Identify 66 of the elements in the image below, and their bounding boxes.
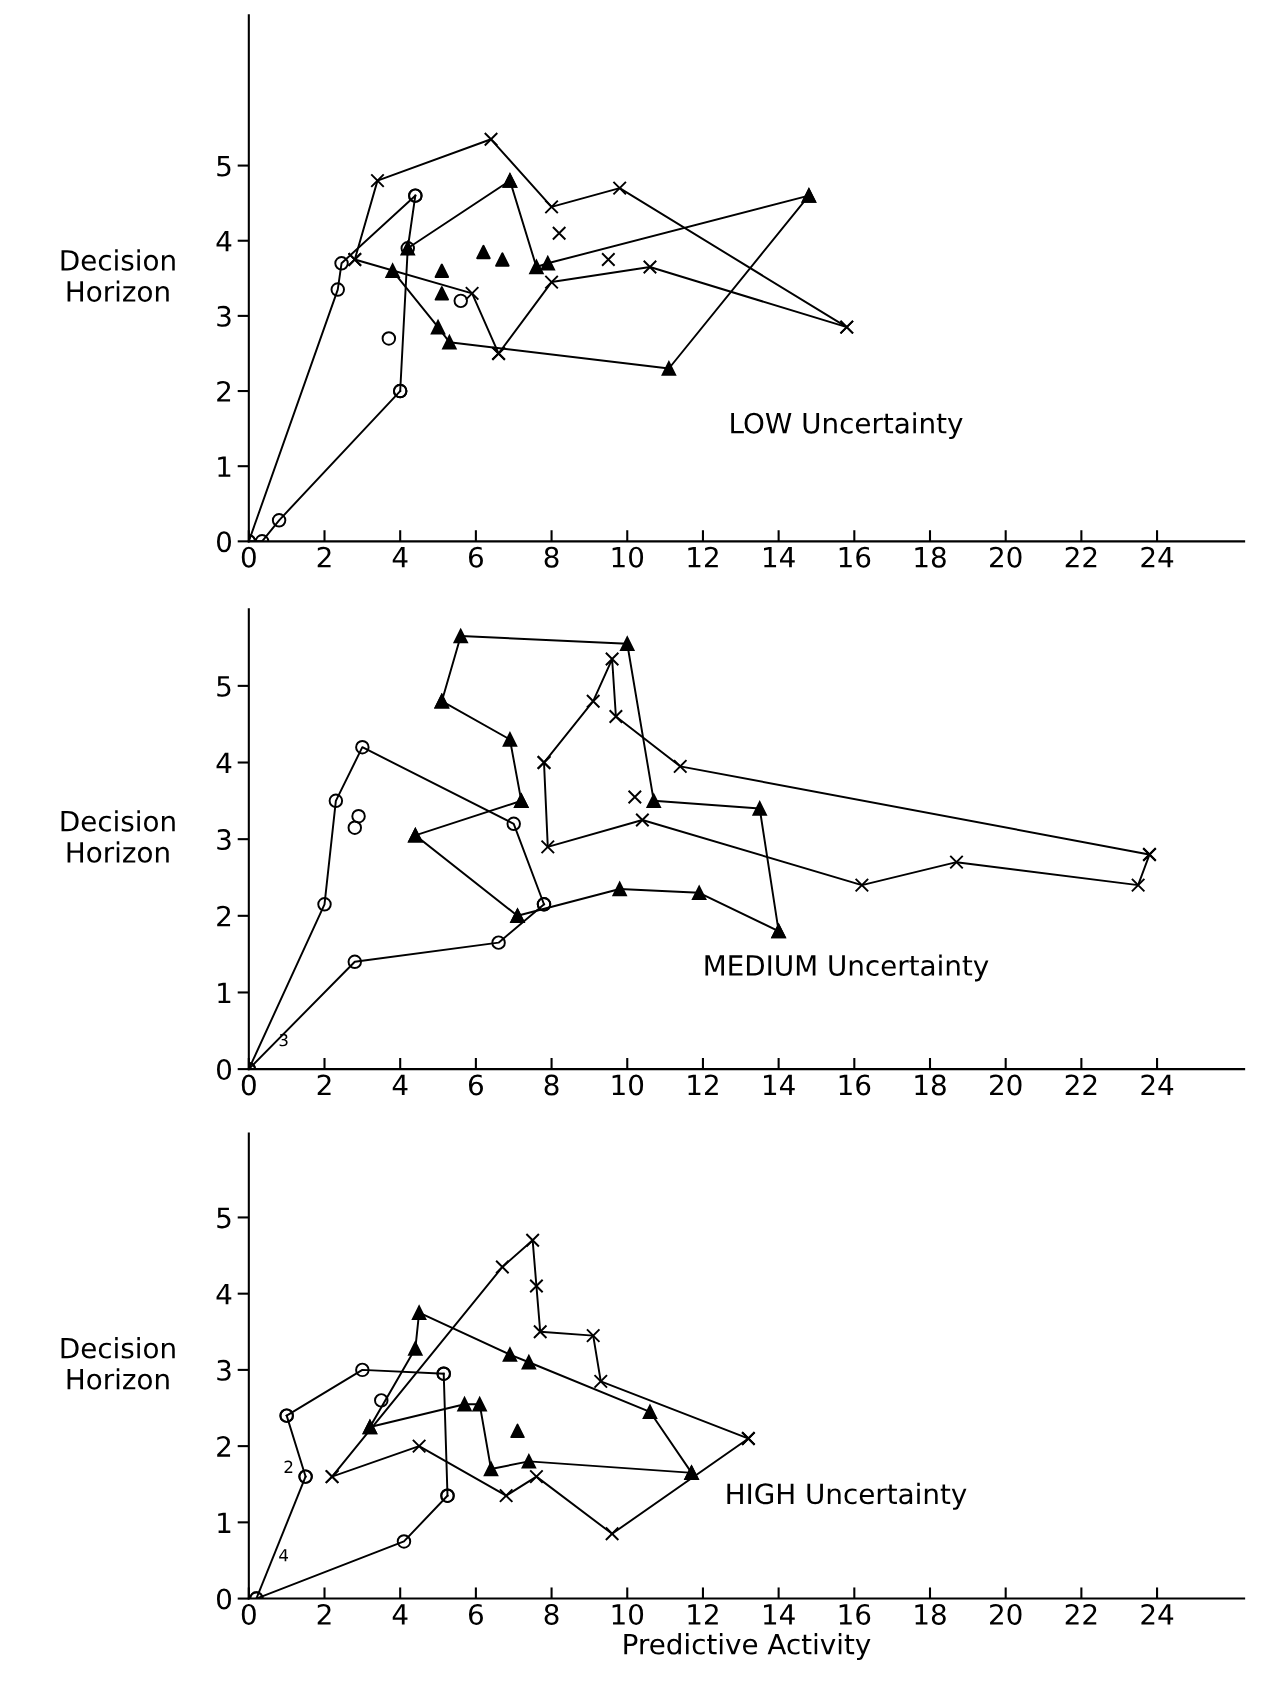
y-tick-label: 2 bbox=[217, 905, 231, 927]
x-tick-label: 18 bbox=[915, 546, 946, 568]
x-tick-label: 20 bbox=[990, 1603, 1022, 1625]
x-tick-label: 24 bbox=[1141, 1074, 1174, 1096]
y-tick-label: 5 bbox=[217, 676, 231, 697]
x-tick-label: 22 bbox=[1065, 1603, 1097, 1625]
x-tick-label: 18 bbox=[915, 1603, 946, 1625]
annotation: MEDIUM Uncertainty bbox=[705, 954, 989, 982]
x-tick-label: 12 bbox=[688, 546, 718, 568]
x-tick-label: 20 bbox=[990, 546, 1022, 568]
x-tick-label: 24 bbox=[1141, 546, 1174, 568]
x-tick-label: 4 bbox=[392, 1604, 408, 1625]
y-tick-label: 2 bbox=[217, 1436, 231, 1457]
x-tick-label: 2 bbox=[317, 1074, 331, 1096]
y-tick-label: 3 bbox=[217, 829, 231, 851]
y-axis-title: Decision Horizon bbox=[61, 249, 175, 302]
y-tick-label: 4 bbox=[216, 1283, 232, 1305]
y-axis-title: Decision Horizon bbox=[61, 1337, 175, 1390]
x-tick-label: 12 bbox=[688, 1074, 718, 1096]
x-tick-label: 8 bbox=[544, 1603, 559, 1625]
x-tick-label: 10 bbox=[612, 546, 644, 568]
x-tick-label: 2 bbox=[317, 1603, 331, 1625]
x-tick-label: 8 bbox=[544, 546, 559, 568]
x-tick-label: 14 bbox=[764, 547, 795, 568]
annotation: 4 bbox=[279, 1549, 289, 1562]
x-tick-label: 16 bbox=[839, 1074, 871, 1096]
y-tick-label: 0 bbox=[217, 1059, 231, 1081]
x-tick-label: 10 bbox=[612, 1074, 644, 1096]
annotation: LOW Uncertainty bbox=[731, 412, 963, 440]
y-tick-label: 4 bbox=[216, 752, 232, 774]
y-tick-label: 0 bbox=[217, 1588, 231, 1610]
x-tick-label: 14 bbox=[764, 1604, 795, 1625]
x-tick-label: 0 bbox=[241, 546, 256, 568]
annotation: HIGH Uncertainty bbox=[727, 1482, 967, 1510]
y-tick-label: 5 bbox=[217, 1207, 231, 1229]
y-tick-label: 1 bbox=[218, 982, 231, 1004]
x-tick-label: 16 bbox=[839, 546, 871, 568]
x-tick-label: 14 bbox=[764, 1074, 795, 1096]
x-tick-label: 16 bbox=[839, 1603, 871, 1625]
x-tick-label: 24 bbox=[1141, 1603, 1174, 1625]
y-tick-label: 3 bbox=[217, 1359, 231, 1381]
x-axis-title: Predictive Activity bbox=[624, 1633, 871, 1660]
x-tick-label: 4 bbox=[392, 547, 408, 568]
x-tick-label: 2 bbox=[317, 546, 331, 568]
y-tick-label: 3 bbox=[217, 305, 231, 327]
x-tick-label: 4 bbox=[392, 1074, 408, 1096]
x-tick-label: 0 bbox=[241, 1074, 256, 1096]
annotation: 2 bbox=[284, 1460, 293, 1473]
y-tick-label: 0 bbox=[217, 531, 231, 553]
x-tick-label: 6 bbox=[468, 1603, 483, 1625]
x-tick-label: 12 bbox=[688, 1603, 718, 1625]
y-tick-label: 1 bbox=[218, 1512, 231, 1533]
y-tick-label: 2 bbox=[217, 380, 231, 402]
x-tick-label: 22 bbox=[1065, 546, 1097, 568]
y-tick-label: 5 bbox=[217, 155, 231, 177]
y-tick-label: 1 bbox=[218, 456, 231, 477]
x-tick-label: 22 bbox=[1065, 1074, 1097, 1096]
x-tick-label: 18 bbox=[915, 1074, 946, 1096]
x-tick-label: 6 bbox=[468, 1074, 483, 1096]
x-tick-label: 20 bbox=[990, 1074, 1022, 1096]
y-axis-title: Decision Horizon bbox=[61, 810, 175, 863]
x-tick-label: 0 bbox=[241, 1603, 256, 1625]
x-tick-label: 6 bbox=[468, 546, 483, 568]
x-tick-label: 10 bbox=[612, 1603, 644, 1625]
x-tick-label: 8 bbox=[544, 1074, 559, 1096]
y-tick-label: 4 bbox=[216, 231, 232, 252]
